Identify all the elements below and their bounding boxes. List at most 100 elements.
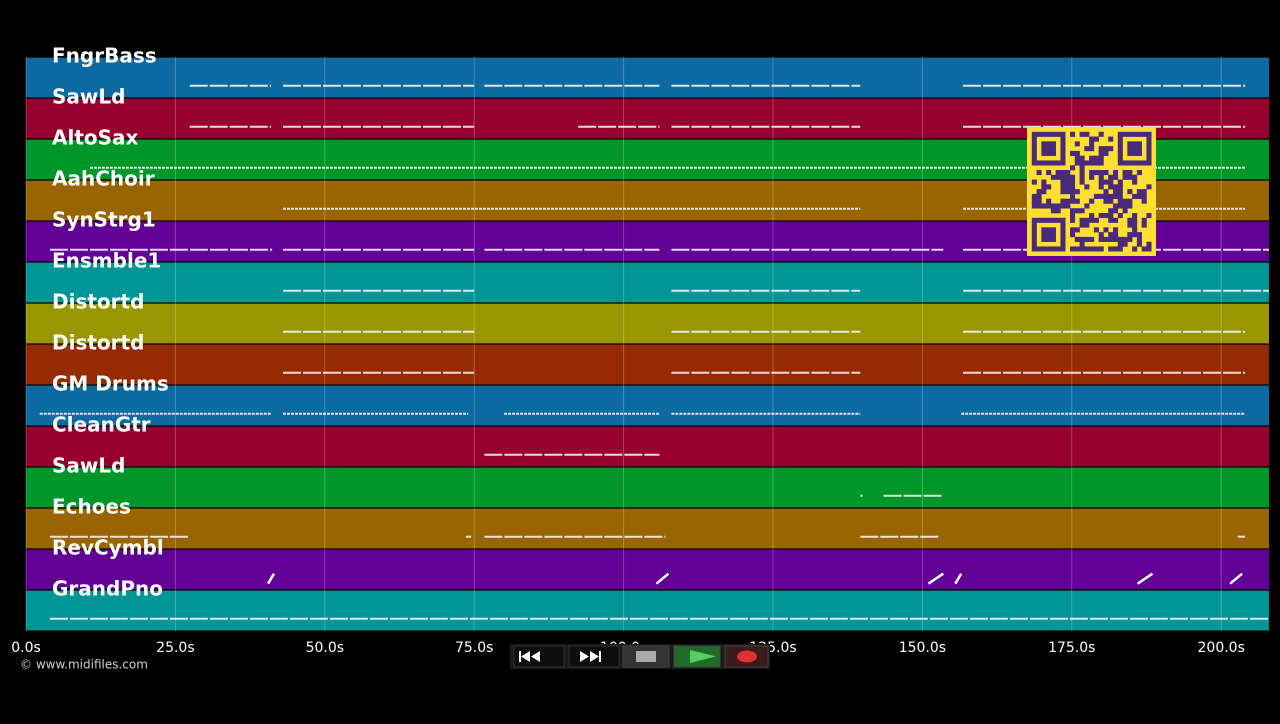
track-row <box>26 426 1269 467</box>
qr-module <box>1074 208 1080 214</box>
qr-module <box>1098 246 1104 252</box>
qr-module <box>1079 160 1085 166</box>
qr-module <box>1103 198 1109 204</box>
qr-module <box>1036 246 1042 252</box>
qr-module <box>1098 184 1104 190</box>
qr-module <box>1050 217 1056 223</box>
qr-module <box>1041 232 1047 238</box>
track-row <box>26 385 1269 426</box>
track-row <box>26 303 1269 344</box>
record-icon <box>737 650 757 663</box>
qr-module <box>1055 160 1061 166</box>
qr-module <box>1046 246 1052 252</box>
qr-module <box>1141 222 1147 228</box>
qr-module <box>1141 189 1147 195</box>
qr-module <box>1055 208 1061 214</box>
forward-button[interactable] <box>568 645 620 668</box>
qr-module <box>1122 203 1128 209</box>
time-tick-label: 150.0s <box>899 640 946 656</box>
qr-module <box>1117 150 1123 156</box>
qr-module <box>1146 160 1152 166</box>
forward-icon <box>580 651 599 662</box>
qr-module <box>1093 170 1099 176</box>
qr-module <box>1046 146 1052 152</box>
qr-module <box>1031 155 1037 161</box>
track-row <box>26 262 1269 303</box>
qr-module <box>1127 174 1133 180</box>
qr-module <box>1098 131 1104 137</box>
qr-module <box>1046 198 1052 204</box>
qr-module <box>1136 160 1142 166</box>
qr-module <box>1079 217 1085 223</box>
qr-module <box>1074 236 1080 242</box>
note <box>655 572 670 585</box>
qr-module <box>1041 160 1047 166</box>
track-name: CleanGtr <box>52 413 151 437</box>
qr-module <box>1074 160 1080 166</box>
qr-module <box>1046 203 1052 209</box>
play-button[interactable] <box>673 645 721 668</box>
qr-module <box>1041 203 1047 209</box>
qr-module <box>1117 179 1123 185</box>
time-tick-label: 200.0s <box>1198 640 1245 656</box>
qr-module <box>1103 213 1109 219</box>
qr-module <box>1089 236 1095 242</box>
qr-module <box>1113 217 1119 223</box>
qr-module <box>1065 184 1071 190</box>
qr-module <box>1117 203 1123 209</box>
qr-module <box>1089 146 1095 152</box>
qr-module <box>1089 246 1095 252</box>
qr-module <box>1132 146 1138 152</box>
qr-module <box>1132 179 1138 185</box>
qr-module <box>1084 246 1090 252</box>
qr-module <box>1074 227 1080 233</box>
qr-module <box>1060 203 1066 209</box>
qr-module <box>1070 184 1076 190</box>
track-name: Echoes <box>52 495 131 519</box>
qr-module <box>1050 203 1056 209</box>
qr-module <box>1036 189 1042 195</box>
qr-module <box>1070 213 1076 219</box>
qr-module <box>1079 155 1085 161</box>
qr-module <box>1132 174 1138 180</box>
qr-module <box>1098 213 1104 219</box>
qr-module <box>1146 150 1152 156</box>
qr-module <box>1098 160 1104 166</box>
note <box>1229 572 1243 585</box>
qr-module <box>1127 198 1133 204</box>
qr-module <box>1041 236 1047 242</box>
qr-module <box>1089 160 1095 166</box>
qr-module <box>1122 241 1128 247</box>
qr-module <box>1127 217 1133 223</box>
qr-module <box>1098 236 1104 242</box>
qr-module <box>1070 246 1076 252</box>
qr-module <box>1036 160 1042 166</box>
record-button[interactable] <box>724 645 769 668</box>
qr-module <box>1108 217 1114 223</box>
track-name: Ensmble1 <box>52 249 161 273</box>
qr-module <box>1093 217 1099 223</box>
track-labels: FngrBass SawLd AltoSax AahChoir SynStrg1 Ensm… <box>52 44 169 601</box>
qr-module <box>1046 160 1052 166</box>
qr-module <box>1146 131 1152 137</box>
qr-module <box>1141 198 1147 204</box>
qr-module <box>1132 217 1138 223</box>
qr-module <box>1103 170 1109 176</box>
qr-module <box>1146 146 1152 152</box>
qr-module <box>1136 241 1142 247</box>
qr-module <box>1093 246 1099 252</box>
qr-module <box>1127 170 1133 176</box>
qr-module <box>1046 217 1052 223</box>
qr-module <box>1146 213 1152 219</box>
qr-module <box>1103 146 1109 152</box>
note <box>266 573 276 585</box>
stop-button[interactable] <box>622 645 670 668</box>
qr-module <box>1041 150 1047 156</box>
qr-module <box>1136 146 1142 152</box>
track-row <box>26 57 1269 98</box>
qr-module <box>1136 193 1142 199</box>
qr-module <box>1060 179 1066 185</box>
qr-module <box>1070 131 1076 137</box>
qr-module <box>1108 184 1114 190</box>
rewind-button[interactable] <box>513 645 565 668</box>
